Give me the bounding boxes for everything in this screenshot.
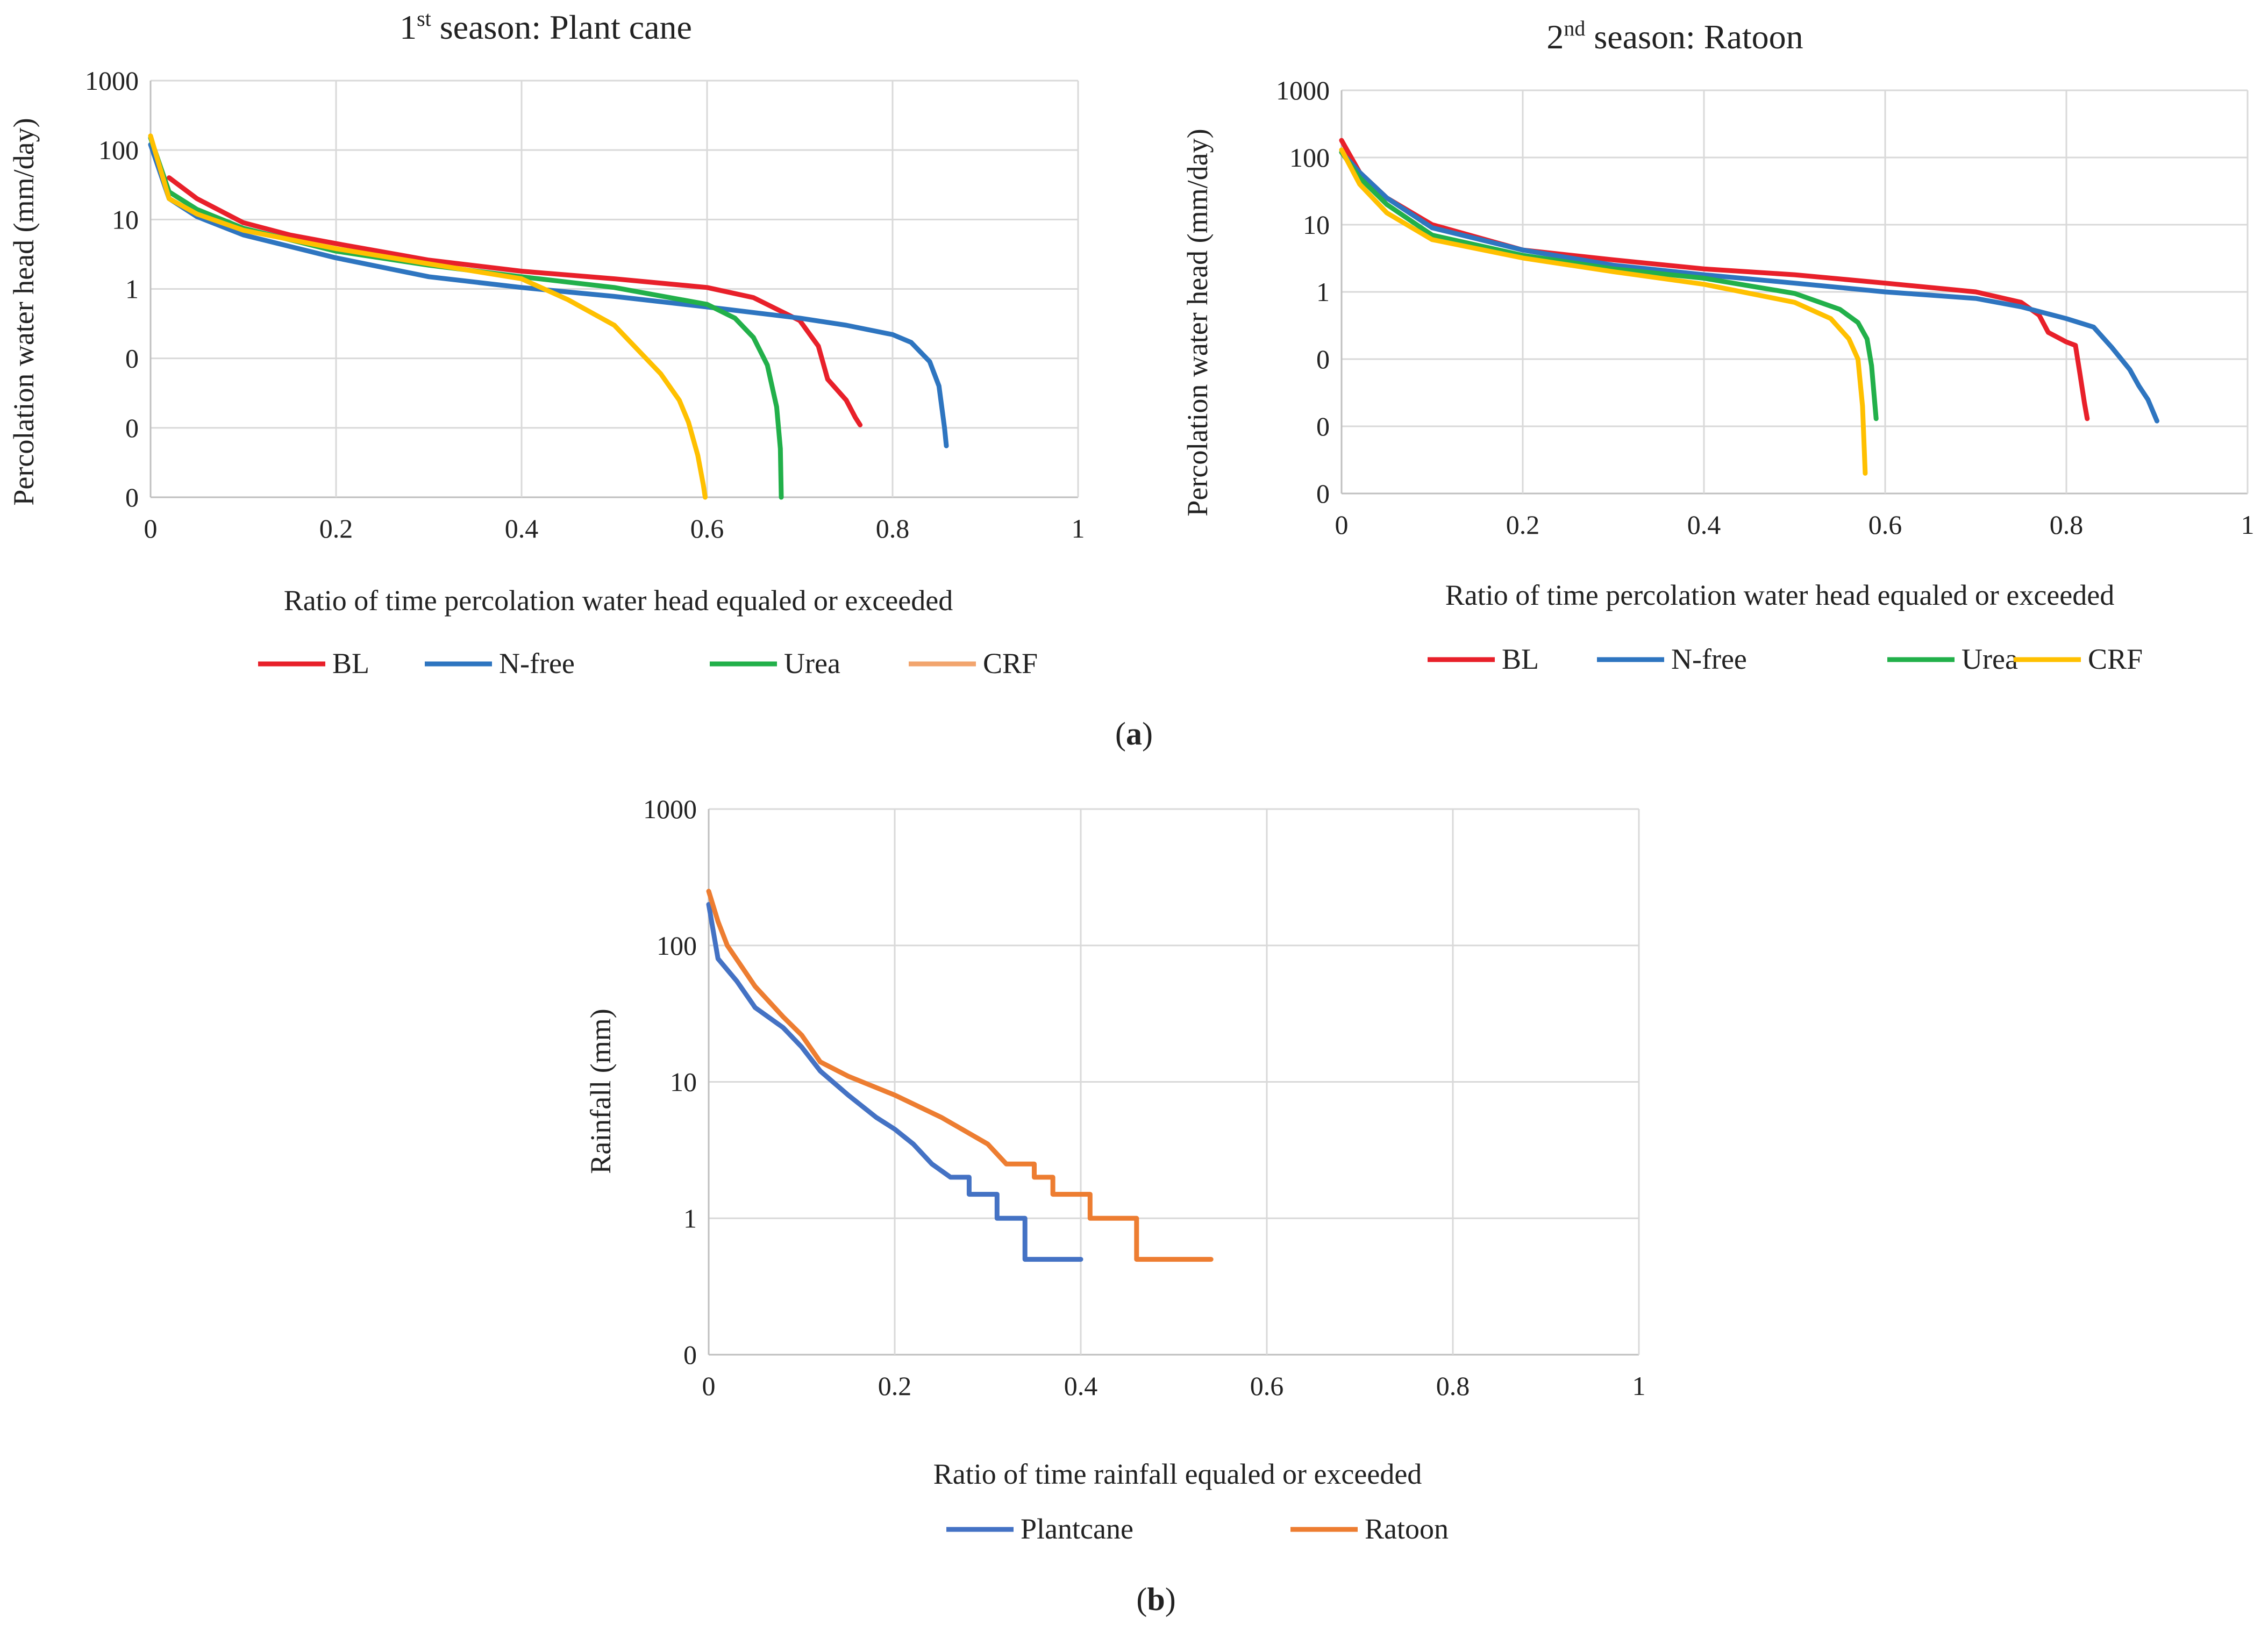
y-tick-label: 1 bbox=[1316, 277, 1330, 307]
y-tick-label: 0 bbox=[125, 413, 139, 443]
y-tick-label: 0 bbox=[125, 344, 139, 374]
x-tick-labels: 0 0.2 0.4 0.6 0.8 1 bbox=[702, 1371, 1646, 1401]
y-tick-label: 0 bbox=[1316, 411, 1330, 441]
legend-label: CRF bbox=[2088, 643, 2143, 675]
gridlines bbox=[149, 80, 1079, 498]
legend-label: Urea bbox=[784, 647, 840, 679]
y-tick-label: 1000 bbox=[85, 66, 139, 96]
x-tick-label: 0.8 bbox=[1436, 1371, 1470, 1401]
legend-label: Plantcane bbox=[1021, 1513, 1133, 1545]
x-axis-title: Ratio of time percolation water head equ… bbox=[284, 584, 953, 617]
x-axis-title: Ratio of time rainfall equaled or exceed… bbox=[933, 1458, 1422, 1490]
series-line-urea bbox=[148, 135, 784, 500]
y-axis-title: Rainfall (mm) bbox=[584, 1008, 617, 1174]
legend: BL N-free Urea CRF bbox=[1428, 643, 2143, 675]
series-lines bbox=[148, 133, 949, 500]
series-line-n-free bbox=[148, 142, 949, 448]
x-tick-label: 0.2 bbox=[878, 1371, 912, 1401]
y-tick-labels: 0 0 0 1 10 100 1000 bbox=[85, 66, 139, 512]
series-line-crf bbox=[1339, 147, 1868, 476]
x-tick-label: 0 bbox=[144, 513, 158, 543]
x-tick-label: 0.4 bbox=[505, 513, 539, 543]
y-tick-label: 1 bbox=[125, 274, 139, 304]
legend: BL N-free Urea CRF bbox=[258, 647, 1038, 679]
caption-b: (b) bbox=[1136, 1582, 1175, 1617]
y-tick-label: 100 bbox=[98, 135, 139, 165]
legend-item: CRF bbox=[2014, 643, 2143, 675]
chart-rainfall: 0 1 10 100 1000 0 0.2 0.4 0.6 0.8 1 Rainfall (mm)… bbox=[584, 794, 1646, 1545]
legend: Plantcane Ratoon bbox=[946, 1513, 1449, 1545]
y-tick-label: 0 bbox=[1316, 478, 1330, 509]
series-line-bl bbox=[167, 175, 863, 427]
y-tick-label: 10 bbox=[112, 204, 139, 234]
x-tick-label: 1 bbox=[1072, 513, 1085, 543]
legend-label: BL bbox=[332, 647, 369, 679]
series-lines bbox=[1339, 138, 2159, 476]
legend-item: BL bbox=[258, 647, 369, 679]
x-tick-label: 0 bbox=[1335, 510, 1349, 540]
y-tick-label: 100 bbox=[657, 931, 697, 961]
y-tick-labels: 0 0 0 1 10 100 1000 bbox=[1276, 75, 1330, 509]
legend-item: BL bbox=[1428, 643, 1539, 675]
x-tick-label: 0.8 bbox=[2050, 510, 2084, 540]
x-axis-title: Ratio of time percolation water head equ… bbox=[1445, 579, 2114, 611]
chart-title: 2nd season: Ratoon bbox=[1546, 16, 1803, 56]
y-axis-title: Percolation water head (mm/day) bbox=[1181, 128, 1214, 516]
series-line-n-free bbox=[1339, 149, 2159, 424]
gridlines bbox=[1340, 89, 2249, 495]
x-tick-label: 0.2 bbox=[1506, 510, 1540, 540]
y-tick-labels: 0 1 10 100 1000 bbox=[643, 794, 697, 1370]
series-line-crf bbox=[148, 133, 708, 500]
legend-item: Urea bbox=[1887, 643, 2018, 675]
x-tick-label: 0.6 bbox=[1250, 1371, 1284, 1401]
series-line-urea bbox=[1339, 149, 1879, 421]
y-tick-label: 10 bbox=[670, 1067, 697, 1097]
y-tick-label: 1000 bbox=[1276, 75, 1330, 105]
y-tick-label: 0 bbox=[1316, 344, 1330, 374]
legend-label: N-free bbox=[1671, 643, 1747, 675]
y-tick-label: 0 bbox=[125, 482, 139, 512]
legend-item: Urea bbox=[710, 647, 840, 679]
legend-label: Urea bbox=[1962, 643, 2018, 675]
legend-label: BL bbox=[1502, 643, 1539, 675]
chart-title: 1st season: Plant cane bbox=[400, 6, 692, 46]
y-tick-label: 100 bbox=[1289, 142, 1330, 173]
x-tick-label: 0 bbox=[702, 1371, 716, 1401]
legend-label: N-free bbox=[499, 647, 575, 679]
legend-item: CRF bbox=[909, 647, 1038, 679]
legend-label: CRF bbox=[983, 647, 1038, 679]
x-tick-label: 0.4 bbox=[1064, 1371, 1098, 1401]
y-tick-label: 0 bbox=[683, 1340, 697, 1370]
y-tick-label: 10 bbox=[1303, 210, 1330, 240]
x-tick-label: 0.8 bbox=[876, 513, 910, 543]
legend-label: Ratoon bbox=[1365, 1513, 1449, 1545]
legend-item: N-free bbox=[1597, 643, 1747, 675]
legend-item: Ratoon bbox=[1290, 1513, 1449, 1545]
series-lines bbox=[706, 889, 1214, 1262]
legend-item: N-free bbox=[425, 647, 575, 679]
y-axis-title: Percolation water head (mm/day) bbox=[8, 118, 40, 505]
x-tick-label: 0.2 bbox=[319, 513, 353, 543]
x-tick-labels: 0 0.2 0.4 0.6 0.8 1 bbox=[144, 513, 1085, 543]
x-tick-label: 0.6 bbox=[690, 513, 724, 543]
x-tick-label: 1 bbox=[1632, 1371, 1646, 1401]
caption-a: (a) bbox=[1115, 716, 1153, 752]
x-tick-label: 0.6 bbox=[1868, 510, 1902, 540]
y-tick-label: 1000 bbox=[643, 794, 697, 824]
x-tick-label: 1 bbox=[2241, 510, 2255, 540]
x-tick-label: 0.4 bbox=[1687, 510, 1721, 540]
x-tick-labels: 0 0.2 0.4 0.6 0.8 1 bbox=[1335, 510, 2255, 540]
series-line-ratoon bbox=[706, 889, 1214, 1262]
y-tick-label: 1 bbox=[683, 1203, 697, 1233]
series-line-plantcane bbox=[706, 902, 1083, 1262]
gridlines bbox=[708, 808, 1640, 1356]
legend-item: Plantcane bbox=[946, 1513, 1133, 1545]
